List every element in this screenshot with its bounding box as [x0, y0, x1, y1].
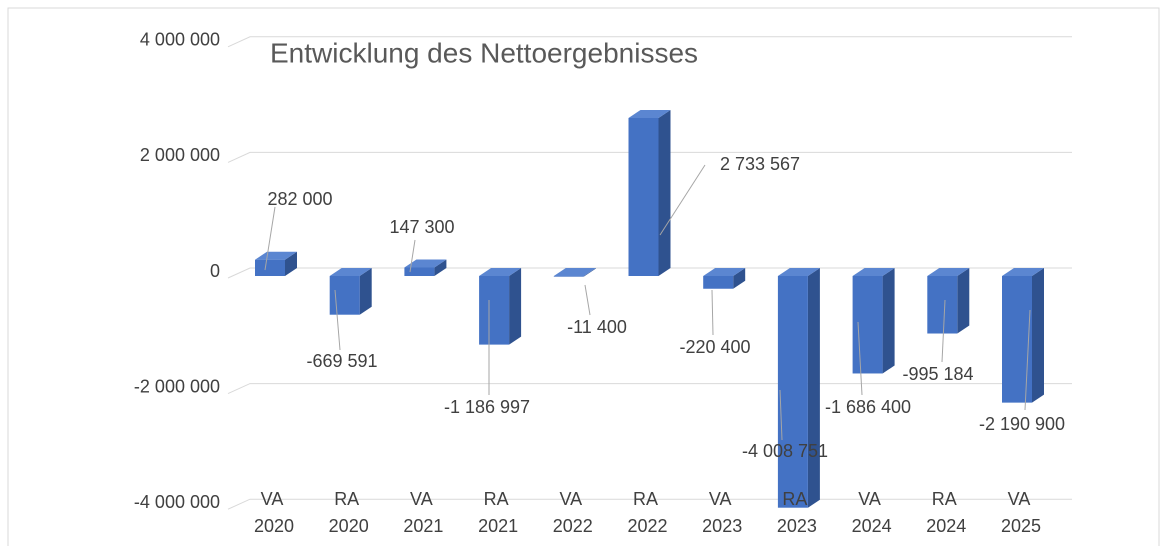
- bar-top: [777, 268, 820, 276]
- data-label: -4 008 751: [742, 441, 828, 461]
- data-label: -995 184: [902, 364, 973, 384]
- bar-side: [509, 268, 522, 345]
- data-label: -1 186 997: [444, 397, 530, 417]
- leader-line: [334, 289, 341, 351]
- x-tick-label: VA 2024: [852, 489, 892, 536]
- x-tick-label: VA 2025: [1001, 489, 1041, 536]
- x-tick-label: RA 2024: [926, 489, 966, 536]
- bar-front: [1002, 276, 1032, 403]
- bar: [329, 268, 372, 315]
- x-tick-label: VA 2020: [254, 489, 294, 536]
- leader-line: [941, 299, 946, 363]
- bar-top: [628, 109, 671, 118]
- leader-line: [779, 389, 783, 441]
- bar-top: [255, 251, 297, 260]
- x-tick-label: RA 2022: [627, 489, 667, 536]
- leader-line: [711, 289, 714, 336]
- bar-side: [807, 268, 820, 508]
- grid-line: [227, 36, 1072, 48]
- bar-front: [703, 276, 734, 289]
- bar-front: [927, 276, 958, 334]
- leader-line: [584, 284, 591, 316]
- bar: [703, 268, 746, 289]
- bar-front: [329, 276, 360, 315]
- x-tick-label: VA 2022: [553, 489, 593, 536]
- y-tick-label: 0: [210, 261, 220, 281]
- bar-side: [658, 109, 671, 277]
- data-label: 2 733 567: [720, 154, 800, 174]
- bar-side: [434, 259, 447, 276]
- bar-side: [1032, 268, 1044, 403]
- bar-front: [852, 276, 883, 374]
- bar-side: [882, 268, 895, 374]
- data-label: 147 300: [389, 217, 454, 237]
- bar-front: [255, 259, 285, 276]
- bar-side: [957, 268, 970, 334]
- bar: [777, 268, 820, 508]
- bar-top: [404, 259, 447, 268]
- leader-line: [409, 239, 416, 273]
- bar-top: [703, 268, 746, 276]
- bar-side: [583, 268, 596, 277]
- leader-line: [1024, 309, 1031, 411]
- x-tick-label: VA 2021: [403, 489, 443, 536]
- bar-front: [479, 276, 510, 345]
- data-label: -1 686 400: [825, 397, 911, 417]
- bar-front: [628, 117, 659, 277]
- bar-side: [285, 251, 297, 276]
- data-label: -669 591: [306, 351, 377, 371]
- y-tick-label: 2 000 000: [140, 145, 220, 165]
- x-tick-label: RA 2021: [478, 489, 518, 536]
- bar: [255, 251, 297, 276]
- bar: [927, 268, 970, 334]
- data-label: -11 400: [567, 317, 627, 337]
- bar-side: [733, 268, 746, 289]
- bar-top: [329, 268, 372, 276]
- bar-top: [927, 268, 970, 276]
- data-label: -2 190 900: [979, 414, 1065, 434]
- leader-line: [857, 321, 863, 396]
- bar: [479, 268, 522, 345]
- bar-top: [852, 268, 895, 276]
- bar: [553, 268, 596, 277]
- data-label: 282 000: [267, 189, 332, 209]
- x-tick-label: VA 2023: [702, 489, 742, 536]
- y-tick-label: 4 000 000: [140, 30, 220, 50]
- bar: [404, 259, 447, 276]
- leader-line: [659, 164, 706, 236]
- bar-top: [1002, 268, 1044, 276]
- bar-side: [359, 268, 372, 315]
- y-tick-label: -2 000 000: [134, 376, 220, 396]
- bar: [852, 268, 895, 374]
- bar: [628, 109, 671, 277]
- bar-top: [479, 268, 522, 276]
- grid-line: [227, 151, 1072, 163]
- chart-title: Entwicklung des Nettoergebnisses: [270, 37, 698, 68]
- y-tick-label: -4 000 000: [134, 492, 220, 512]
- bar-front: [777, 276, 808, 508]
- data-label: -220 400: [679, 337, 750, 357]
- x-tick-label: RA 2020: [329, 489, 369, 536]
- bar-top: [553, 268, 596, 276]
- leader-line: [264, 206, 276, 271]
- chart-border: [7, 7, 1160, 546]
- bar-front: [553, 276, 584, 277]
- x-tick-label: RA 2023: [777, 489, 817, 536]
- bar: [1002, 268, 1044, 403]
- bar-front: [404, 267, 435, 276]
